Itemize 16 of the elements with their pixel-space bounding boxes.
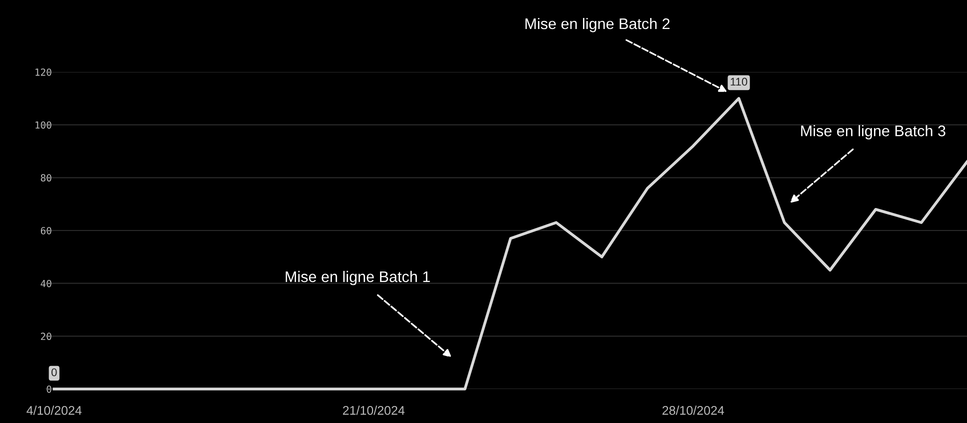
x-tick-label: 28/10/2024 — [662, 406, 724, 415]
line-series — [52, 97, 967, 390]
annotation: Mise en ligne Batch 1 — [286, 270, 430, 286]
y-tick-label: 80 — [40, 174, 52, 182]
y-tick-label: 0 — [46, 386, 52, 393]
y-tick-label: 100 — [36, 121, 52, 129]
y-tick-label: 120 — [36, 68, 52, 76]
data-label: 0 — [51, 368, 57, 376]
text: Mise en ligne Batch 2 — [526, 18, 670, 32]
y-tick-label: 60 — [40, 227, 52, 234]
annotation: Mise en ligne Batch 3 — [801, 125, 946, 140]
data-label: 110 — [730, 78, 748, 86]
y-tick-label: 20 — [40, 332, 52, 340]
y-tick-label: 40 — [40, 280, 52, 288]
x-tick-label: 21/10/2024 — [342, 406, 405, 415]
x-tick-label: 4/10/2024 — [26, 406, 82, 415]
